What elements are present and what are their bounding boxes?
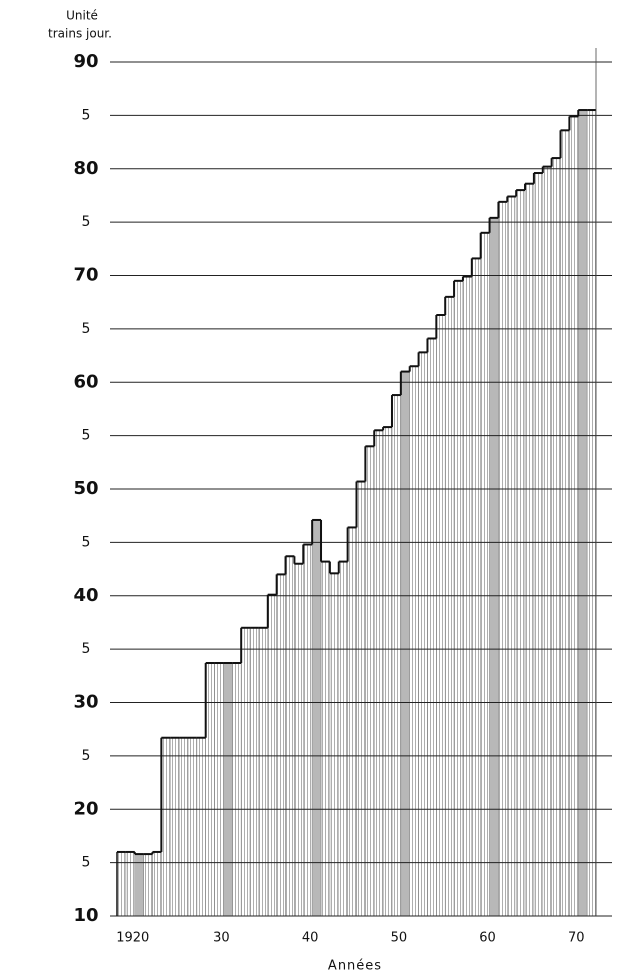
bar [542,166,552,917]
y-tick-label: 10 [73,905,98,926]
bar [569,116,579,917]
y-tick-label: 5 [82,428,91,444]
x-tick-label: 1920 [116,931,149,946]
bar [489,217,499,917]
y-tick-label: 5 [82,214,91,230]
bar [578,109,588,917]
x-tick-label: 70 [568,931,585,946]
bar [214,662,224,917]
bar [285,556,295,917]
bar [196,737,206,917]
y-tick-label: 5 [82,534,91,550]
bar [303,544,313,917]
bar [178,737,189,917]
y-tick-label: 60 [73,371,98,392]
bar [418,352,428,917]
x-tick-label: 30 [213,931,230,946]
bar [356,481,366,917]
y-tick-label: 30 [73,692,98,713]
bar [471,258,481,917]
bar [524,183,535,917]
bar [232,662,242,917]
bar [533,172,544,917]
bar [134,853,144,917]
bar [169,737,180,917]
x-tick-label: 60 [479,931,496,946]
y-tick-label: 5 [82,107,91,123]
bar [382,426,393,917]
x-tick-label: 40 [302,931,319,946]
bar [143,853,153,917]
bar [152,851,162,917]
bar [551,157,561,917]
bar [507,196,517,917]
y-label: Unité [66,9,98,23]
bar [187,737,198,917]
bar [311,519,322,917]
bar [391,394,402,917]
bar [223,662,233,917]
y-label: trains jour. [48,27,112,41]
y-tick-label: 90 [73,51,98,72]
bar [365,446,375,917]
y-tick-label: 20 [73,798,98,819]
bar [373,430,384,917]
bar [329,573,340,917]
bar [427,338,437,917]
y-tick-label: 5 [82,748,91,764]
bar [347,527,357,917]
bar [116,851,127,917]
y-tick-label: 40 [73,585,98,606]
bar [125,851,135,917]
bar [409,365,419,917]
bar [453,280,464,917]
bar [462,276,473,917]
bar [586,109,597,917]
x-tick-label: 50 [391,931,408,946]
bar [515,189,526,917]
y-tick-label: 5 [82,641,91,657]
bar [444,296,455,917]
y-tick-label: 80 [73,158,98,179]
bar [400,371,410,917]
bar [436,314,446,917]
bar [249,627,260,917]
bar [480,232,490,917]
y-tick-label: 70 [73,265,98,286]
bar [161,737,171,917]
bar [258,627,269,917]
bar [205,662,215,917]
bar [267,594,277,917]
bar [276,574,286,917]
y-tick-label: 5 [82,855,91,871]
bar [240,627,251,917]
bar [294,563,304,917]
y-tick-label: 50 [73,478,98,499]
y-tick-label: 5 [82,321,91,337]
bar [560,130,570,917]
x-label: Années [328,959,382,974]
